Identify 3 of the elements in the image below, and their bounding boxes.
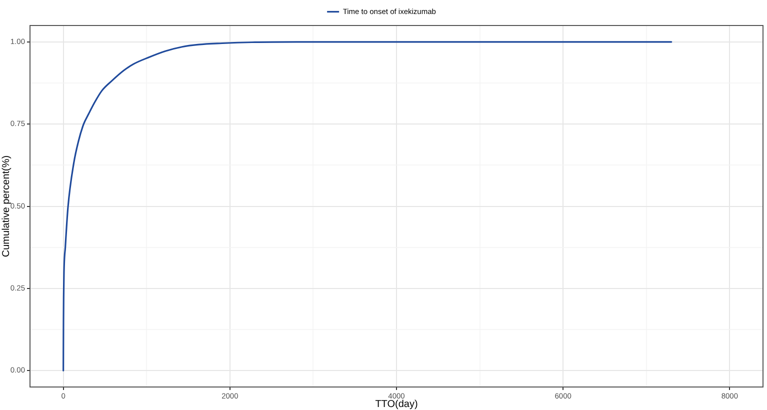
x-axis-title: TTO(day) xyxy=(375,398,418,410)
y-axis-title: Cumulative percent(%) xyxy=(0,155,12,258)
line-series xyxy=(62,41,672,372)
